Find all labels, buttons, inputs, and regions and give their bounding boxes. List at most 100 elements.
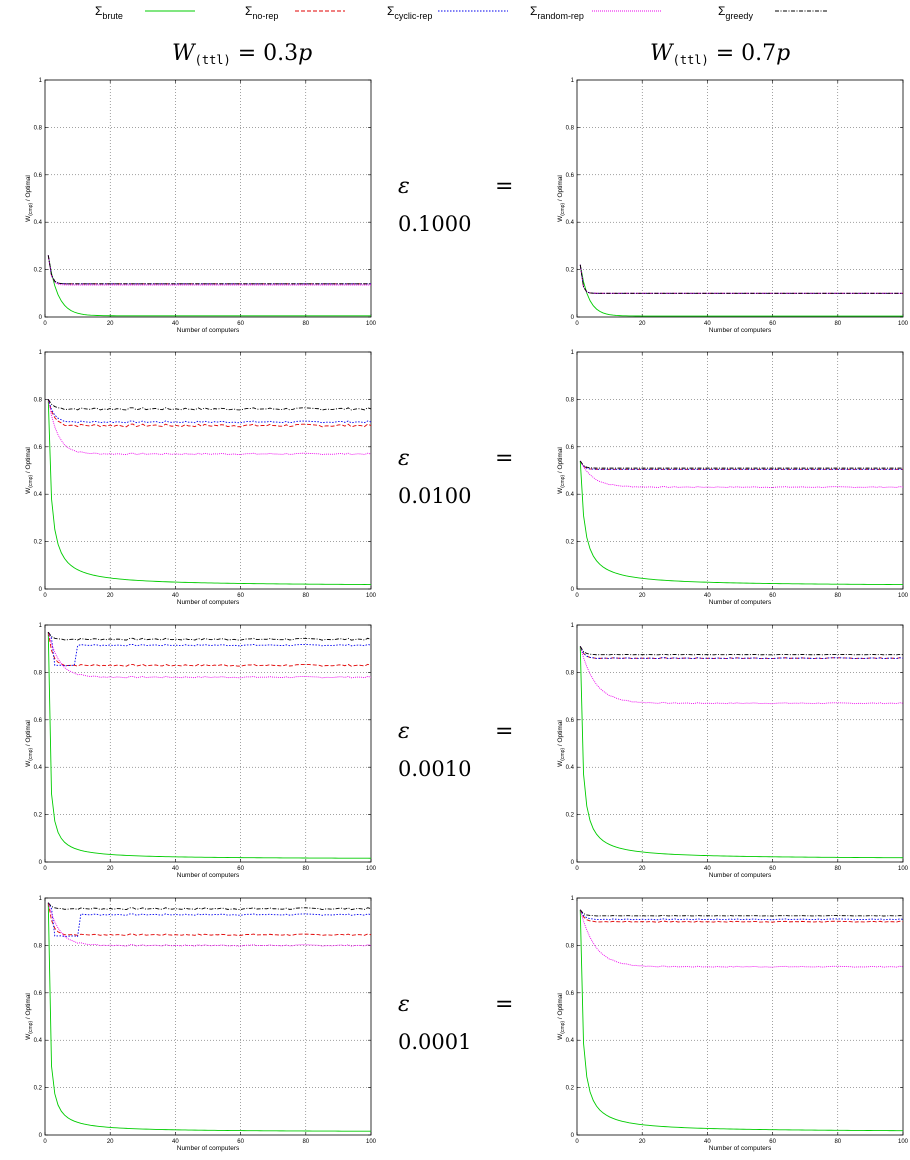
row-label-epsilon-4: ε (398, 992, 410, 1017)
y-tick-label-0.4-r4c1: 0.4 (34, 1038, 43, 1044)
x-tick-label-0-r2c2: 0 (575, 593, 579, 599)
y-tick-label-1-r3c2: 1 (571, 623, 575, 629)
series-cyclic-rep-r3c1 (47, 631, 372, 667)
x-tick-label-40-r1c2: 40 (704, 321, 711, 327)
series-brute-r3c1 (47, 632, 372, 859)
x-tick-label-80-r1c1: 80 (302, 321, 309, 327)
x-tick-label-20-r1c2: 20 (639, 321, 646, 327)
series-random-rep-r2c2 (579, 460, 904, 489)
plot-frame-r4c1 (44, 897, 372, 1136)
column-titles: W(ttl) = 0.3p W(ttl) = 0.7p (172, 41, 790, 67)
y-tick-label-0-r3c1: 0 (39, 860, 43, 866)
legend-label-random-rep: Σrandom-rep (530, 4, 584, 21)
y-axis-label-r3c2: W(cmp) / Optimal (557, 720, 566, 767)
x-tick-label-60-r1c1: 60 (237, 321, 244, 327)
x-tick-label-0-r3c1: 0 (43, 866, 47, 872)
y-tick-label-0.2-r4c2: 0.2 (566, 1086, 575, 1092)
row-label-equals-4: = (495, 992, 513, 1017)
column-title-2: W(ttl) = 0.7p (650, 41, 790, 67)
x-tick-label-60-r4c1: 60 (237, 1139, 244, 1145)
panel-r2c1: 0 20 40 60 80 100 0 0.2 0.4 0.6 0.8 1 Number of comp… (25, 350, 377, 606)
row-label-equals-1: = (495, 174, 513, 199)
panel-r4c1: 0 20 40 60 80 100 0 0.2 0.4 0.6 0.8 1 Number of comp… (25, 896, 377, 1152)
x-axis-label-r3c1: Number of computers (177, 872, 240, 879)
x-tick-label-20-r1c1: 20 (107, 321, 114, 327)
y-tick-label-0-r4c1: 0 (39, 1133, 43, 1139)
y-axis-label-r2c1: W(cmp) / Optimal (25, 447, 34, 494)
series-brute-r4c2 (579, 909, 904, 1132)
y-tick-label-0-r2c1: 0 (39, 587, 43, 593)
series-greedy-r3c2 (579, 646, 904, 656)
y-tick-label-0.6-r4c1: 0.6 (34, 991, 43, 997)
x-tick-label-40-r2c1: 40 (172, 593, 179, 599)
y-axis-label-r4c2: W(cmp) / Optimal (557, 993, 566, 1040)
y-tick-label-1-r3c1: 1 (39, 623, 43, 629)
y-axis-label-r3c1: W(cmp) / Optimal (25, 720, 34, 767)
y-tick-label-0-r4c2: 0 (571, 1133, 575, 1139)
plot-frame-r3c2 (576, 624, 904, 863)
series-no-rep-r1c2 (579, 264, 903, 294)
row-label-epsilon-2: ε (398, 446, 410, 471)
x-axis-label-r2c1: Number of computers (177, 599, 240, 606)
series-no-rep-r2c1 (47, 399, 372, 428)
x-tick-label-20-r4c1: 20 (107, 1139, 114, 1145)
y-tick-label-0.2-r3c2: 0.2 (566, 813, 575, 819)
row-label-value-2: 0.0100 (398, 484, 471, 508)
x-tick-label-0-r1c1: 0 (43, 321, 47, 327)
y-tick-label-0-r3c2: 0 (571, 860, 575, 866)
series-random-rep-r1c2 (579, 264, 903, 294)
y-tick-label-1-r4c2: 1 (571, 896, 575, 902)
legend-label-greedy: Σgreedy (718, 4, 753, 21)
x-tick-label-0-r4c1: 0 (43, 1139, 47, 1145)
x-axis-label-r2c2: Number of computers (709, 599, 772, 606)
y-tick-label-0.8-r1c1: 0.8 (34, 125, 43, 131)
x-tick-label-100-r4c1: 100 (366, 1139, 377, 1145)
series-cyclic-rep-r1c2 (579, 264, 903, 294)
x-tick-label-80-r2c1: 80 (302, 593, 309, 599)
legend-label-cyclic-rep: Σcyclic-rep (387, 4, 432, 21)
x-axis-label-r4c2: Number of computers (709, 1145, 772, 1152)
row-label-epsilon-1: ε (398, 174, 410, 199)
y-tick-label-0.2-r2c2: 0.2 (566, 540, 575, 546)
y-tick-label-0.4-r2c2: 0.4 (566, 492, 575, 498)
y-tick-label-0.6-r2c1: 0.6 (34, 445, 43, 451)
x-tick-label-100-r4c2: 100 (898, 1139, 909, 1145)
x-tick-label-60-r1c2: 60 (769, 321, 776, 327)
x-tick-label-60-r4c2: 60 (769, 1139, 776, 1145)
panel-r2c2: 0 20 40 60 80 100 0 0.2 0.4 0.6 0.8 1 Number of comp… (557, 350, 909, 606)
series-cyclic-rep-r4c2 (579, 909, 904, 921)
series-random-rep-r4c2 (579, 909, 904, 968)
x-tick-label-40-r3c1: 40 (172, 866, 179, 872)
y-tick-label-1-r4c1: 1 (39, 896, 43, 902)
x-axis-label-r3c2: Number of computers (709, 872, 772, 879)
legend-label-no-rep: Σno-rep (245, 4, 278, 21)
series-random-rep-r3c2 (579, 646, 904, 705)
panel-r1c1: 0 20 40 60 80 100 0 0.2 0.4 0.6 0.8 1 Number of comp… (25, 78, 377, 334)
series-brute-r3c2 (579, 646, 904, 859)
plot-frame-r4c2 (576, 897, 904, 1136)
plot-frame-r2c1 (44, 351, 372, 590)
panel-r1c2: 0 20 40 60 80 100 0 0.2 0.4 0.6 0.8 1 Number of comp… (557, 78, 909, 334)
x-tick-label-40-r4c1: 40 (172, 1139, 179, 1145)
x-tick-label-60-r2c1: 60 (237, 593, 244, 599)
series-no-rep-r4c2 (579, 909, 904, 923)
panel-r4c2: 0 20 40 60 80 100 0 0.2 0.4 0.6 0.8 1 Number of comp… (557, 896, 909, 1152)
series-greedy-r2c1 (47, 399, 372, 411)
y-tick-label-0.6-r1c2: 0.6 (566, 173, 575, 179)
row-label-value-3: 0.0010 (398, 757, 471, 781)
y-tick-label-0.2-r3c1: 0.2 (34, 813, 43, 819)
x-tick-label-60-r3c2: 60 (769, 866, 776, 872)
series-random-rep-r2c1 (47, 399, 372, 456)
y-tick-label-0.6-r2c2: 0.6 (566, 445, 575, 451)
column-title-1: W(ttl) = 0.3p (172, 41, 312, 67)
series-no-rep-r3c2 (579, 646, 904, 660)
x-axis-label-r1c1: Number of computers (177, 327, 240, 334)
x-tick-label-0-r2c1: 0 (43, 593, 47, 599)
x-tick-label-80-r4c1: 80 (302, 1139, 309, 1145)
y-tick-label-0.4-r1c1: 0.4 (34, 220, 43, 226)
x-tick-label-100-r3c2: 100 (898, 866, 909, 872)
x-tick-label-20-r3c1: 20 (107, 866, 114, 872)
plot-frame-r1c1 (44, 79, 372, 318)
